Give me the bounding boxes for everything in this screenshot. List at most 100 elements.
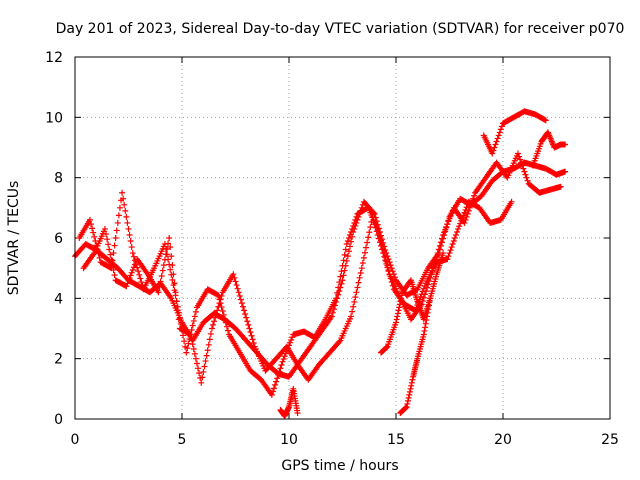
data-point (250, 339, 257, 346)
data-point (489, 150, 496, 157)
data-point (208, 325, 215, 332)
data-point (130, 253, 137, 260)
data-point (420, 285, 427, 292)
data-point (243, 314, 250, 321)
data-point (508, 198, 515, 205)
data-point (136, 271, 143, 278)
data-point (188, 336, 195, 343)
data-point (361, 249, 368, 256)
data-point (247, 329, 254, 336)
data-point (131, 261, 138, 268)
data-point (189, 322, 196, 329)
x-tick-label: 20 (494, 432, 512, 448)
data-point (161, 256, 168, 263)
data-point (188, 327, 195, 334)
data-point (122, 207, 129, 214)
data-point (282, 350, 289, 357)
data-point (288, 336, 295, 343)
data-point (192, 308, 199, 315)
data-point (218, 292, 225, 299)
data-point (289, 334, 296, 341)
data-point (439, 235, 446, 242)
series-sdtvar (72, 108, 569, 419)
data-point (370, 217, 377, 224)
data-point (223, 323, 230, 330)
data-point (396, 304, 403, 311)
grid-lines (75, 57, 610, 419)
data-point (493, 138, 500, 145)
data-point (440, 231, 447, 238)
data-point (207, 330, 214, 337)
data-point (231, 274, 238, 281)
data-point (516, 153, 523, 160)
data-point (440, 250, 447, 257)
tick-labels: 0 5 10 15 20 25 0 2 4 6 8 10 12 (45, 50, 619, 448)
data-point (394, 313, 401, 320)
data-point (123, 283, 130, 290)
data-point (137, 275, 144, 282)
data-point (389, 282, 396, 289)
data-point (437, 239, 444, 246)
data-point (236, 292, 243, 299)
data-point (402, 405, 409, 412)
data-point (246, 325, 253, 332)
data-point (211, 318, 218, 325)
data-point (351, 219, 358, 226)
data-point (111, 272, 118, 279)
data-point (135, 268, 142, 275)
data-point (277, 365, 284, 372)
data-point (451, 235, 458, 241)
data-point (103, 231, 110, 238)
data-point (193, 360, 200, 367)
data-point (176, 315, 183, 322)
data-point (460, 212, 467, 219)
data-point (383, 344, 390, 351)
data-point (406, 391, 413, 398)
data-point (448, 244, 455, 251)
data-point (328, 313, 335, 320)
data-point (419, 288, 426, 295)
data-point (245, 321, 252, 328)
data-point (162, 251, 169, 258)
data-point (214, 307, 221, 314)
data-point (452, 231, 459, 238)
data-point (436, 242, 443, 249)
data-point (342, 246, 349, 253)
data-point (167, 244, 174, 251)
data-point (187, 331, 194, 338)
data-point (242, 311, 249, 318)
data-point (339, 277, 346, 284)
data-point (157, 278, 164, 285)
data-point (363, 244, 370, 251)
data-point (404, 397, 411, 404)
data-point (123, 213, 130, 220)
y-tick-label: 8 (54, 171, 63, 187)
data-point (521, 168, 528, 175)
data-point (160, 262, 167, 269)
data-point (448, 210, 455, 217)
data-point (125, 277, 132, 284)
data-point (190, 317, 197, 324)
data-point (127, 272, 134, 279)
data-point (371, 210, 378, 217)
data-point (155, 289, 162, 296)
data-point (110, 250, 117, 257)
data-point (174, 307, 181, 314)
y-tick-label: 2 (54, 352, 63, 368)
data-point (164, 245, 171, 252)
data-point (180, 332, 187, 339)
data-point (421, 282, 428, 289)
data-point (523, 174, 530, 181)
data-point (183, 349, 190, 356)
data-point (403, 403, 410, 410)
data-point (435, 246, 442, 253)
data-point (464, 210, 471, 217)
data-point (165, 240, 172, 247)
data-point (169, 262, 176, 269)
data-point (359, 260, 366, 267)
data-point (203, 352, 210, 359)
data-point (217, 296, 224, 303)
data-point (108, 256, 115, 263)
data-point (420, 294, 427, 301)
data-point (444, 221, 451, 228)
